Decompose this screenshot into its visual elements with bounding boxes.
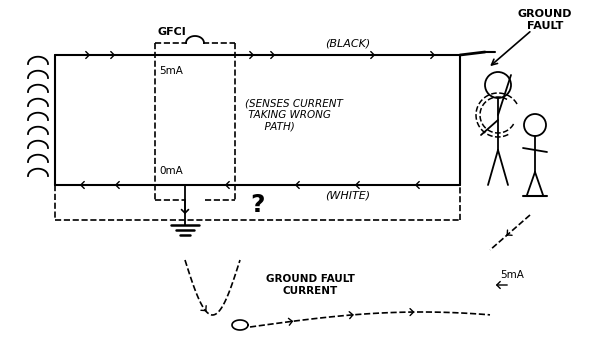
Text: 0mA: 0mA: [159, 166, 183, 176]
Text: (BLACK): (BLACK): [325, 39, 370, 49]
Text: 5mA: 5mA: [159, 66, 183, 76]
Text: GFCI: GFCI: [157, 27, 186, 37]
Text: ?: ?: [250, 193, 265, 216]
Text: (WHITE): (WHITE): [325, 191, 370, 201]
Text: GROUND
FAULT: GROUND FAULT: [518, 9, 572, 31]
Text: GROUND FAULT
CURRENT: GROUND FAULT CURRENT: [266, 274, 355, 296]
Text: (SENSES CURRENT
 TAKING WRONG
      PATH): (SENSES CURRENT TAKING WRONG PATH): [245, 99, 343, 132]
Text: 5mA: 5mA: [500, 270, 524, 280]
